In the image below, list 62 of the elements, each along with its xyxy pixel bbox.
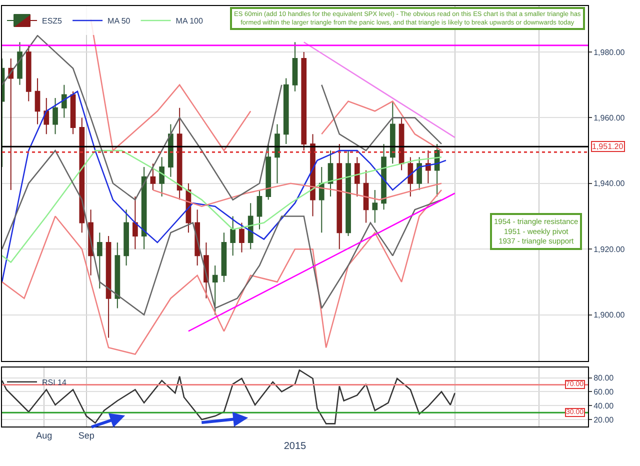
candlestick — [150, 163, 156, 190]
candlestick — [34, 78, 40, 125]
candlestick — [372, 189, 378, 224]
line-series — [2, 150, 442, 316]
candlestick — [61, 84, 67, 118]
y-tick-label: 80.00 — [594, 374, 614, 383]
candlestick — [44, 97, 50, 135]
x-axis-title: 2015 — [284, 440, 307, 452]
candlestick — [8, 58, 14, 190]
candlestick — [381, 143, 386, 210]
x-tick-label: Aug — [36, 430, 52, 440]
line-series — [2, 369, 456, 424]
candlestick — [79, 117, 85, 234]
candlestick — [301, 51, 307, 152]
y-tick-label: 1,940.00 — [594, 179, 626, 188]
candlestick — [230, 216, 236, 256]
candlestick — [17, 42, 22, 86]
candlestick — [256, 189, 262, 230]
y-tick-label: 40.00 — [594, 401, 614, 410]
candlestick — [132, 196, 138, 250]
y-tick-label: 20.00 — [594, 415, 614, 424]
ref-line-label: 1,951.20 — [592, 142, 624, 151]
y-tick-label: 1,900.00 — [594, 310, 626, 320]
candlestick — [141, 166, 147, 250]
candlestick — [96, 232, 102, 290]
candlestick — [221, 232, 227, 282]
candlestick — [354, 156, 360, 198]
candlestick — [114, 242, 120, 309]
legend-label: MA 50 — [108, 16, 131, 26]
candlestick — [283, 78, 289, 144]
candlestick — [212, 265, 218, 316]
candlestick — [266, 143, 272, 200]
candlestick — [416, 156, 422, 190]
x-tick-label: Sep — [78, 430, 94, 440]
candlestick — [346, 150, 351, 236]
candlestick — [363, 170, 369, 224]
y-tick-label: 1,980.00 — [594, 48, 626, 57]
candlestick — [70, 90, 76, 135]
candlestick — [426, 150, 431, 184]
legend-label: ESZ5 — [42, 16, 63, 26]
candlestick — [124, 209, 129, 266]
candlestick — [390, 100, 396, 164]
line-series — [2, 90, 447, 283]
candlestick — [26, 44, 32, 102]
candlestick — [52, 97, 58, 135]
line-series — [2, 189, 442, 355]
legend-label: MA 100 — [176, 16, 204, 26]
candlestick — [159, 156, 164, 198]
candlestick — [176, 107, 182, 200]
y-tick-label: 60.00 — [594, 388, 614, 396]
line-series — [152, 182, 442, 208]
candlestick — [106, 235, 112, 338]
candlestick — [318, 166, 324, 234]
y-tick-label: 1,960.00 — [594, 113, 626, 122]
candlestick — [239, 222, 244, 253]
candlestick — [274, 124, 280, 184]
candlestick — [292, 42, 298, 92]
candlestick — [328, 150, 334, 198]
line-series — [2, 150, 442, 263]
y-tick-label: 1,920.00 — [594, 244, 626, 254]
candlestick — [408, 156, 414, 198]
candlestick — [336, 143, 342, 250]
